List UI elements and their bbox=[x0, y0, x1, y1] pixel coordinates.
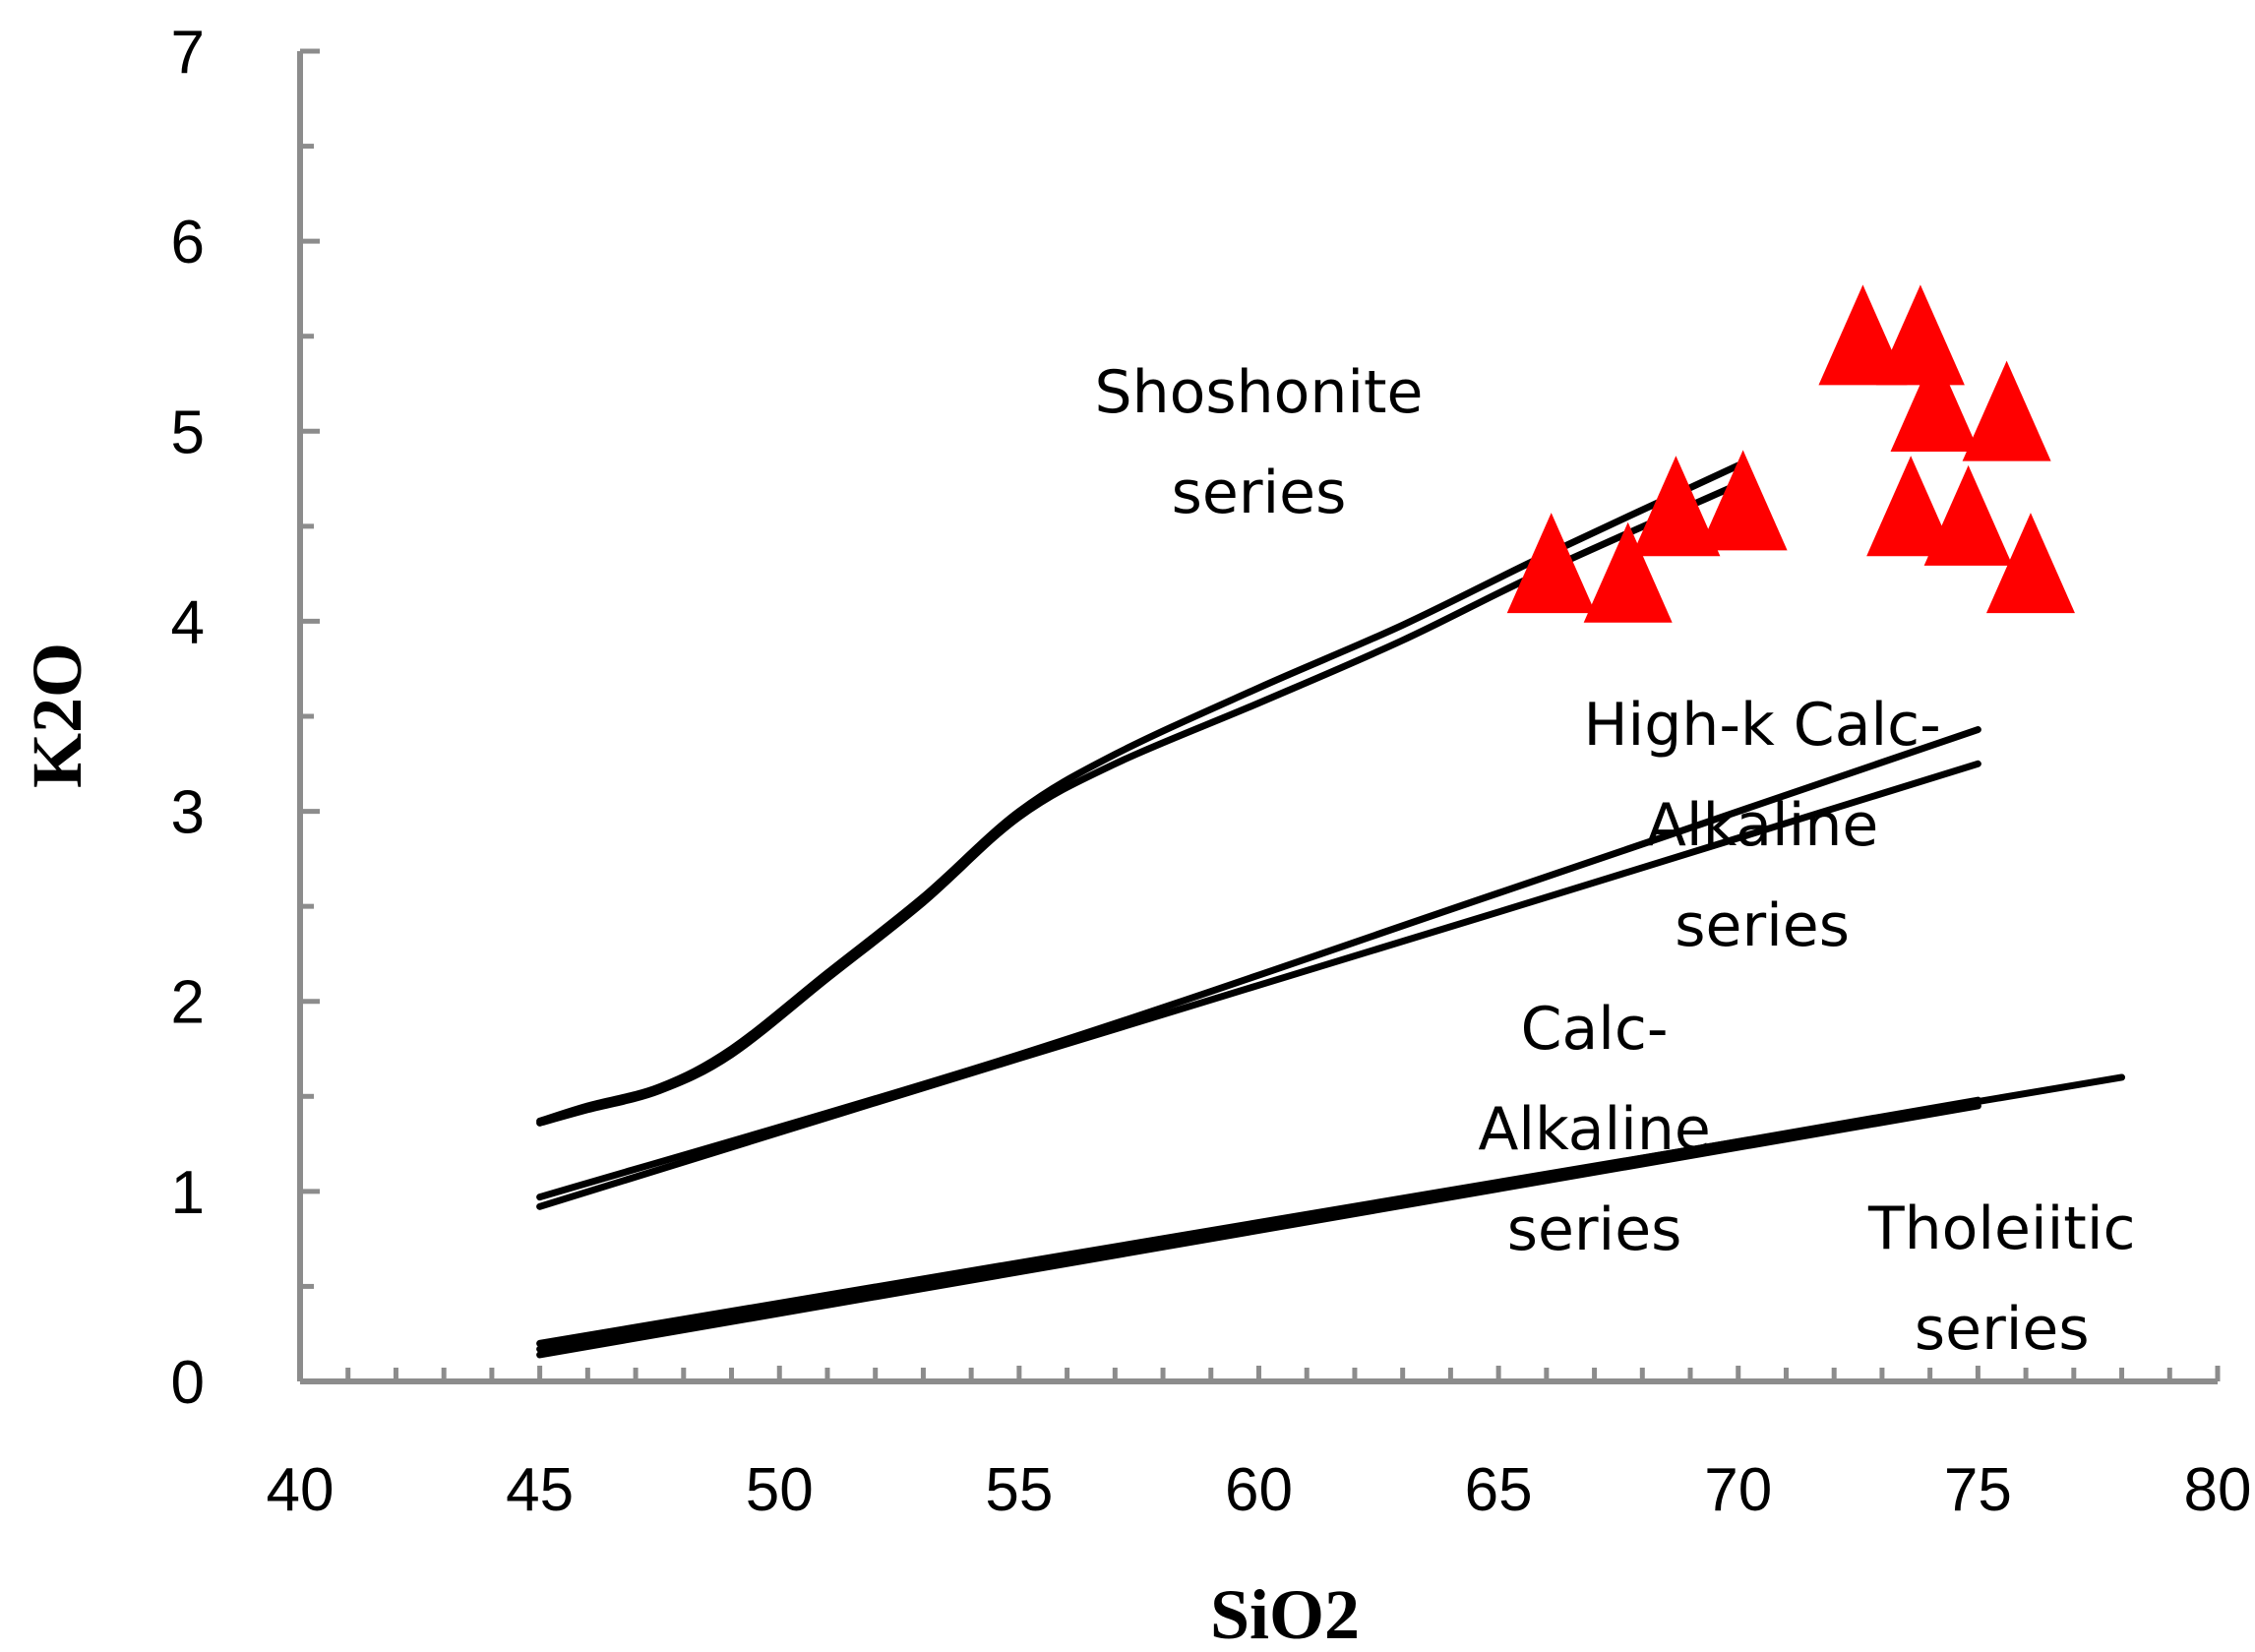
sample-marker bbox=[1875, 284, 1965, 386]
x-tick-label: 75 bbox=[1944, 1456, 2012, 1524]
ticks bbox=[297, 48, 2221, 1384]
y-tick-label: 6 bbox=[171, 209, 205, 276]
region-label-line: Calc- bbox=[1521, 995, 1669, 1064]
sample-marker bbox=[1818, 284, 1908, 386]
sample-markers bbox=[1506, 284, 2075, 623]
y-tick-label: 3 bbox=[171, 779, 205, 847]
region-label-line: series bbox=[1507, 1195, 1682, 1264]
y-axis-title: K2O bbox=[18, 642, 96, 788]
sample-marker bbox=[1890, 350, 1980, 452]
region-label-3: Calc- Alkaline series bbox=[1478, 995, 1710, 1264]
region-label-line: Alkaline bbox=[1478, 1095, 1710, 1164]
region-label-2: High-k Calc- Alkaline series bbox=[1583, 691, 1940, 960]
sample-marker bbox=[1962, 360, 2051, 461]
sample-marker bbox=[1923, 464, 2013, 566]
x-tick-label: 70 bbox=[1704, 1456, 1772, 1524]
boundary-line-3 bbox=[536, 726, 1981, 1201]
region-label-line: High-k Calc- bbox=[1583, 691, 1940, 760]
region-label-line: Shoshonite bbox=[1095, 358, 1424, 427]
x-tick-label: 50 bbox=[746, 1456, 814, 1524]
sample-marker bbox=[1698, 450, 1788, 551]
x-tick-label: 45 bbox=[506, 1456, 574, 1524]
region-label-line: Tholeiitic bbox=[1867, 1194, 2136, 1263]
boundary-line-6 bbox=[536, 1102, 1981, 1359]
y-tick-label: 7 bbox=[171, 19, 205, 87]
region-label-line: series bbox=[1675, 891, 1850, 960]
region-labels: Shoshonite series High-k Calc- Alkaline seri… bbox=[1095, 358, 2136, 1364]
y-tick-label: 5 bbox=[171, 398, 205, 466]
region-label-1: Shoshonite series bbox=[1095, 358, 1424, 527]
y-tick-label: 0 bbox=[171, 1349, 205, 1417]
boundary-lines bbox=[536, 461, 2126, 1359]
x-tick-label: 40 bbox=[267, 1456, 335, 1524]
sample-marker bbox=[1631, 456, 1721, 557]
sample-marker bbox=[1985, 513, 2075, 614]
x-tick-label: 55 bbox=[985, 1456, 1053, 1524]
region-label-line: series bbox=[1915, 1295, 2090, 1364]
region-label-4: Tholeiitic series bbox=[1867, 1194, 2136, 1364]
y-tick-label: 1 bbox=[171, 1159, 205, 1227]
sample-marker bbox=[1866, 456, 1956, 557]
region-label-line: Alkaline bbox=[1646, 791, 1878, 860]
y-tick-label: 2 bbox=[171, 969, 205, 1037]
x-axis-title: SiO2 bbox=[1210, 1575, 1360, 1652]
sample-marker bbox=[1583, 521, 1673, 623]
y-tick-label: 4 bbox=[171, 588, 205, 656]
boundary-line-4 bbox=[536, 760, 1981, 1210]
x-tick-label: 65 bbox=[1465, 1456, 1533, 1524]
boundary-line-7 bbox=[536, 1096, 1981, 1353]
x-tick-label: 60 bbox=[1225, 1456, 1293, 1524]
boundary-line-1 bbox=[536, 461, 1742, 1125]
x-tick-label: 80 bbox=[2184, 1456, 2252, 1524]
sample-marker bbox=[1506, 513, 1596, 614]
boundary-line-2 bbox=[536, 480, 1742, 1127]
region-label-line: series bbox=[1172, 459, 1347, 527]
